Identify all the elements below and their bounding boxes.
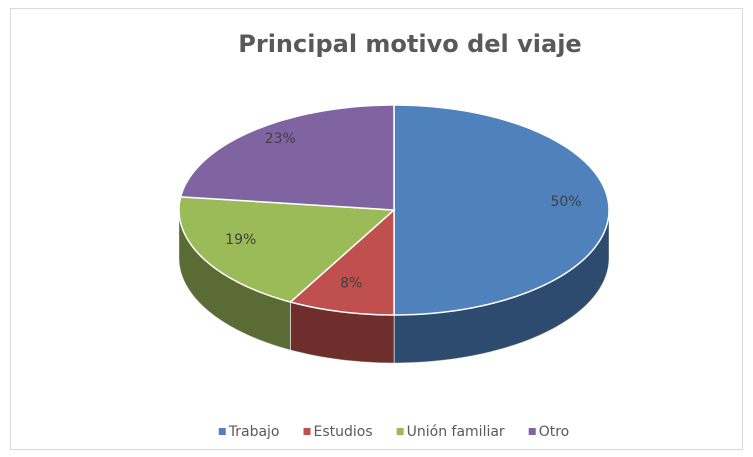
data-label: 23% (265, 131, 296, 147)
slice (393, 104, 610, 316)
legend-marker (528, 428, 536, 435)
legend-marker (218, 428, 226, 435)
slice-side-shade (394, 210, 609, 363)
slice (179, 104, 395, 211)
data-label: 19% (225, 232, 256, 248)
chart-title: Principal motivo del viaje (238, 30, 581, 58)
slice (178, 196, 396, 303)
data-label: 8% (340, 275, 362, 291)
legend-label: Unión familiar (407, 424, 505, 440)
legend-marker (396, 428, 404, 435)
slice-side-shade (179, 210, 291, 351)
legend-marker (303, 428, 311, 435)
legend-label: Trabajo (228, 424, 280, 440)
legend-label: Estudios (314, 424, 373, 440)
data-label: 50% (550, 194, 581, 210)
slice-side-shade (290, 302, 394, 363)
slice (288, 208, 395, 316)
legend-label: Otro (539, 424, 570, 440)
